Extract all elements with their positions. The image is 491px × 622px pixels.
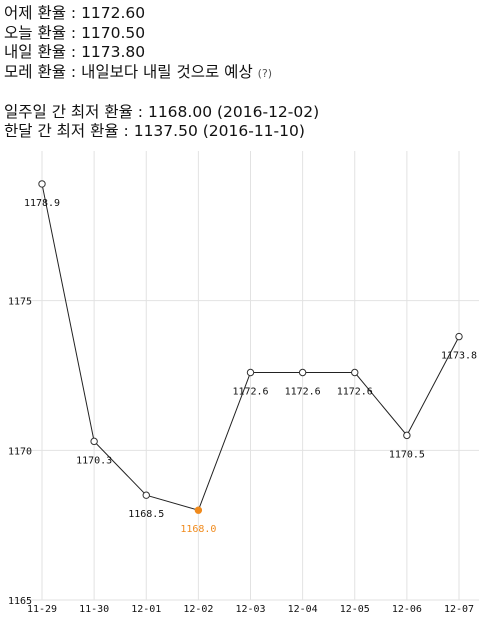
data-value-label: 1170.3	[76, 455, 112, 466]
x-tick-label: 12-05	[340, 604, 370, 615]
month-low-line: 한달 간 최저 환율 : 1137.50 (2016-11-10)	[4, 122, 319, 142]
x-tick-label: 11-29	[27, 604, 57, 615]
x-tick-label: 12-03	[235, 604, 265, 615]
yesterday-rate-label: 어제 환율 :	[4, 4, 77, 22]
exchange-rate-summary: 어제 환율 : 1172.60 오늘 환율 : 1170.50 내일 환율 : …	[4, 4, 319, 142]
day-after-rate-line: 모레 환율 : 내일보다 내릴 것으로 예상 (?)	[4, 63, 319, 84]
data-point-marker[interactable]	[403, 431, 411, 440]
data-point-marker[interactable]	[90, 437, 98, 446]
data-point-marker[interactable]	[351, 368, 359, 377]
day-after-rate-label: 모레 환율 :	[4, 62, 77, 81]
month-low-label: 한달 간 최저 환율 :	[4, 122, 129, 140]
axis-labels-layer: 11-29 11-30 12-01 12-02 12-03 12-04 12-05 12-06…	[8, 297, 474, 615]
data-value-label: 1172.6	[232, 387, 268, 398]
data-value-label: 1168.5	[128, 509, 164, 520]
x-tick-label: 12-04	[288, 604, 318, 615]
prediction-help-link[interactable]: (?)	[257, 66, 273, 80]
x-tick-label: 12-07	[444, 604, 474, 615]
tomorrow-rate-value: 1173.80	[81, 43, 146, 61]
data-point-marker[interactable]	[142, 491, 150, 499]
data-value-label: 1178.9	[24, 198, 60, 209]
y-tick-label: 1165	[8, 596, 32, 607]
data-value-label: 1168.0	[180, 524, 216, 535]
week-low-value: 1168.00 (2016-12-02)	[147, 102, 320, 121]
today-rate-label: 오늘 환율 :	[4, 23, 77, 42]
series-points-layer	[38, 180, 463, 514]
tomorrow-rate-label: 내일 환율 :	[4, 43, 77, 61]
data-labels-layer: 1178.9 1170.3 1168.5 1168.0 1172.6 1172.6 1172…	[24, 198, 477, 535]
week-low-label: 일주일 간 최저 환율 :	[4, 102, 144, 121]
yesterday-rate-value: 1172.60	[81, 4, 146, 22]
lowest-point-marker[interactable]	[194, 506, 203, 514]
data-point-marker[interactable]	[246, 368, 255, 377]
x-tick-label: 12-06	[392, 604, 422, 615]
data-value-label: 1173.8	[441, 351, 477, 362]
today-rate-line: 오늘 환율 : 1170.50	[4, 24, 319, 44]
data-point-marker[interactable]	[298, 368, 307, 377]
tomorrow-rate-line: 내일 환율 : 1173.80	[4, 43, 319, 63]
y-tick-label: 1170	[8, 446, 32, 457]
data-value-label: 1172.6	[285, 387, 321, 398]
data-value-label: 1170.5	[389, 449, 425, 460]
data-point-marker[interactable]	[38, 180, 46, 188]
data-point-marker[interactable]	[455, 332, 463, 341]
x-tick-label: 12-02	[183, 604, 213, 615]
x-tick-label: 11-30	[79, 604, 109, 615]
today-rate-value: 1170.50	[81, 23, 146, 42]
month-low-value: 1137.50 (2016-11-10)	[133, 122, 305, 140]
day-after-rate-value: 내일보다 내릴 것으로 예상	[81, 62, 253, 81]
y-tick-label: 1175	[8, 297, 32, 308]
yesterday-rate-line: 어제 환율 : 1172.60	[4, 4, 319, 24]
data-value-label: 1172.6	[337, 387, 373, 398]
x-tick-label: 12-01	[131, 604, 161, 615]
week-low-line: 일주일 간 최저 환율 : 1168.00 (2016-12-02)	[4, 103, 319, 123]
